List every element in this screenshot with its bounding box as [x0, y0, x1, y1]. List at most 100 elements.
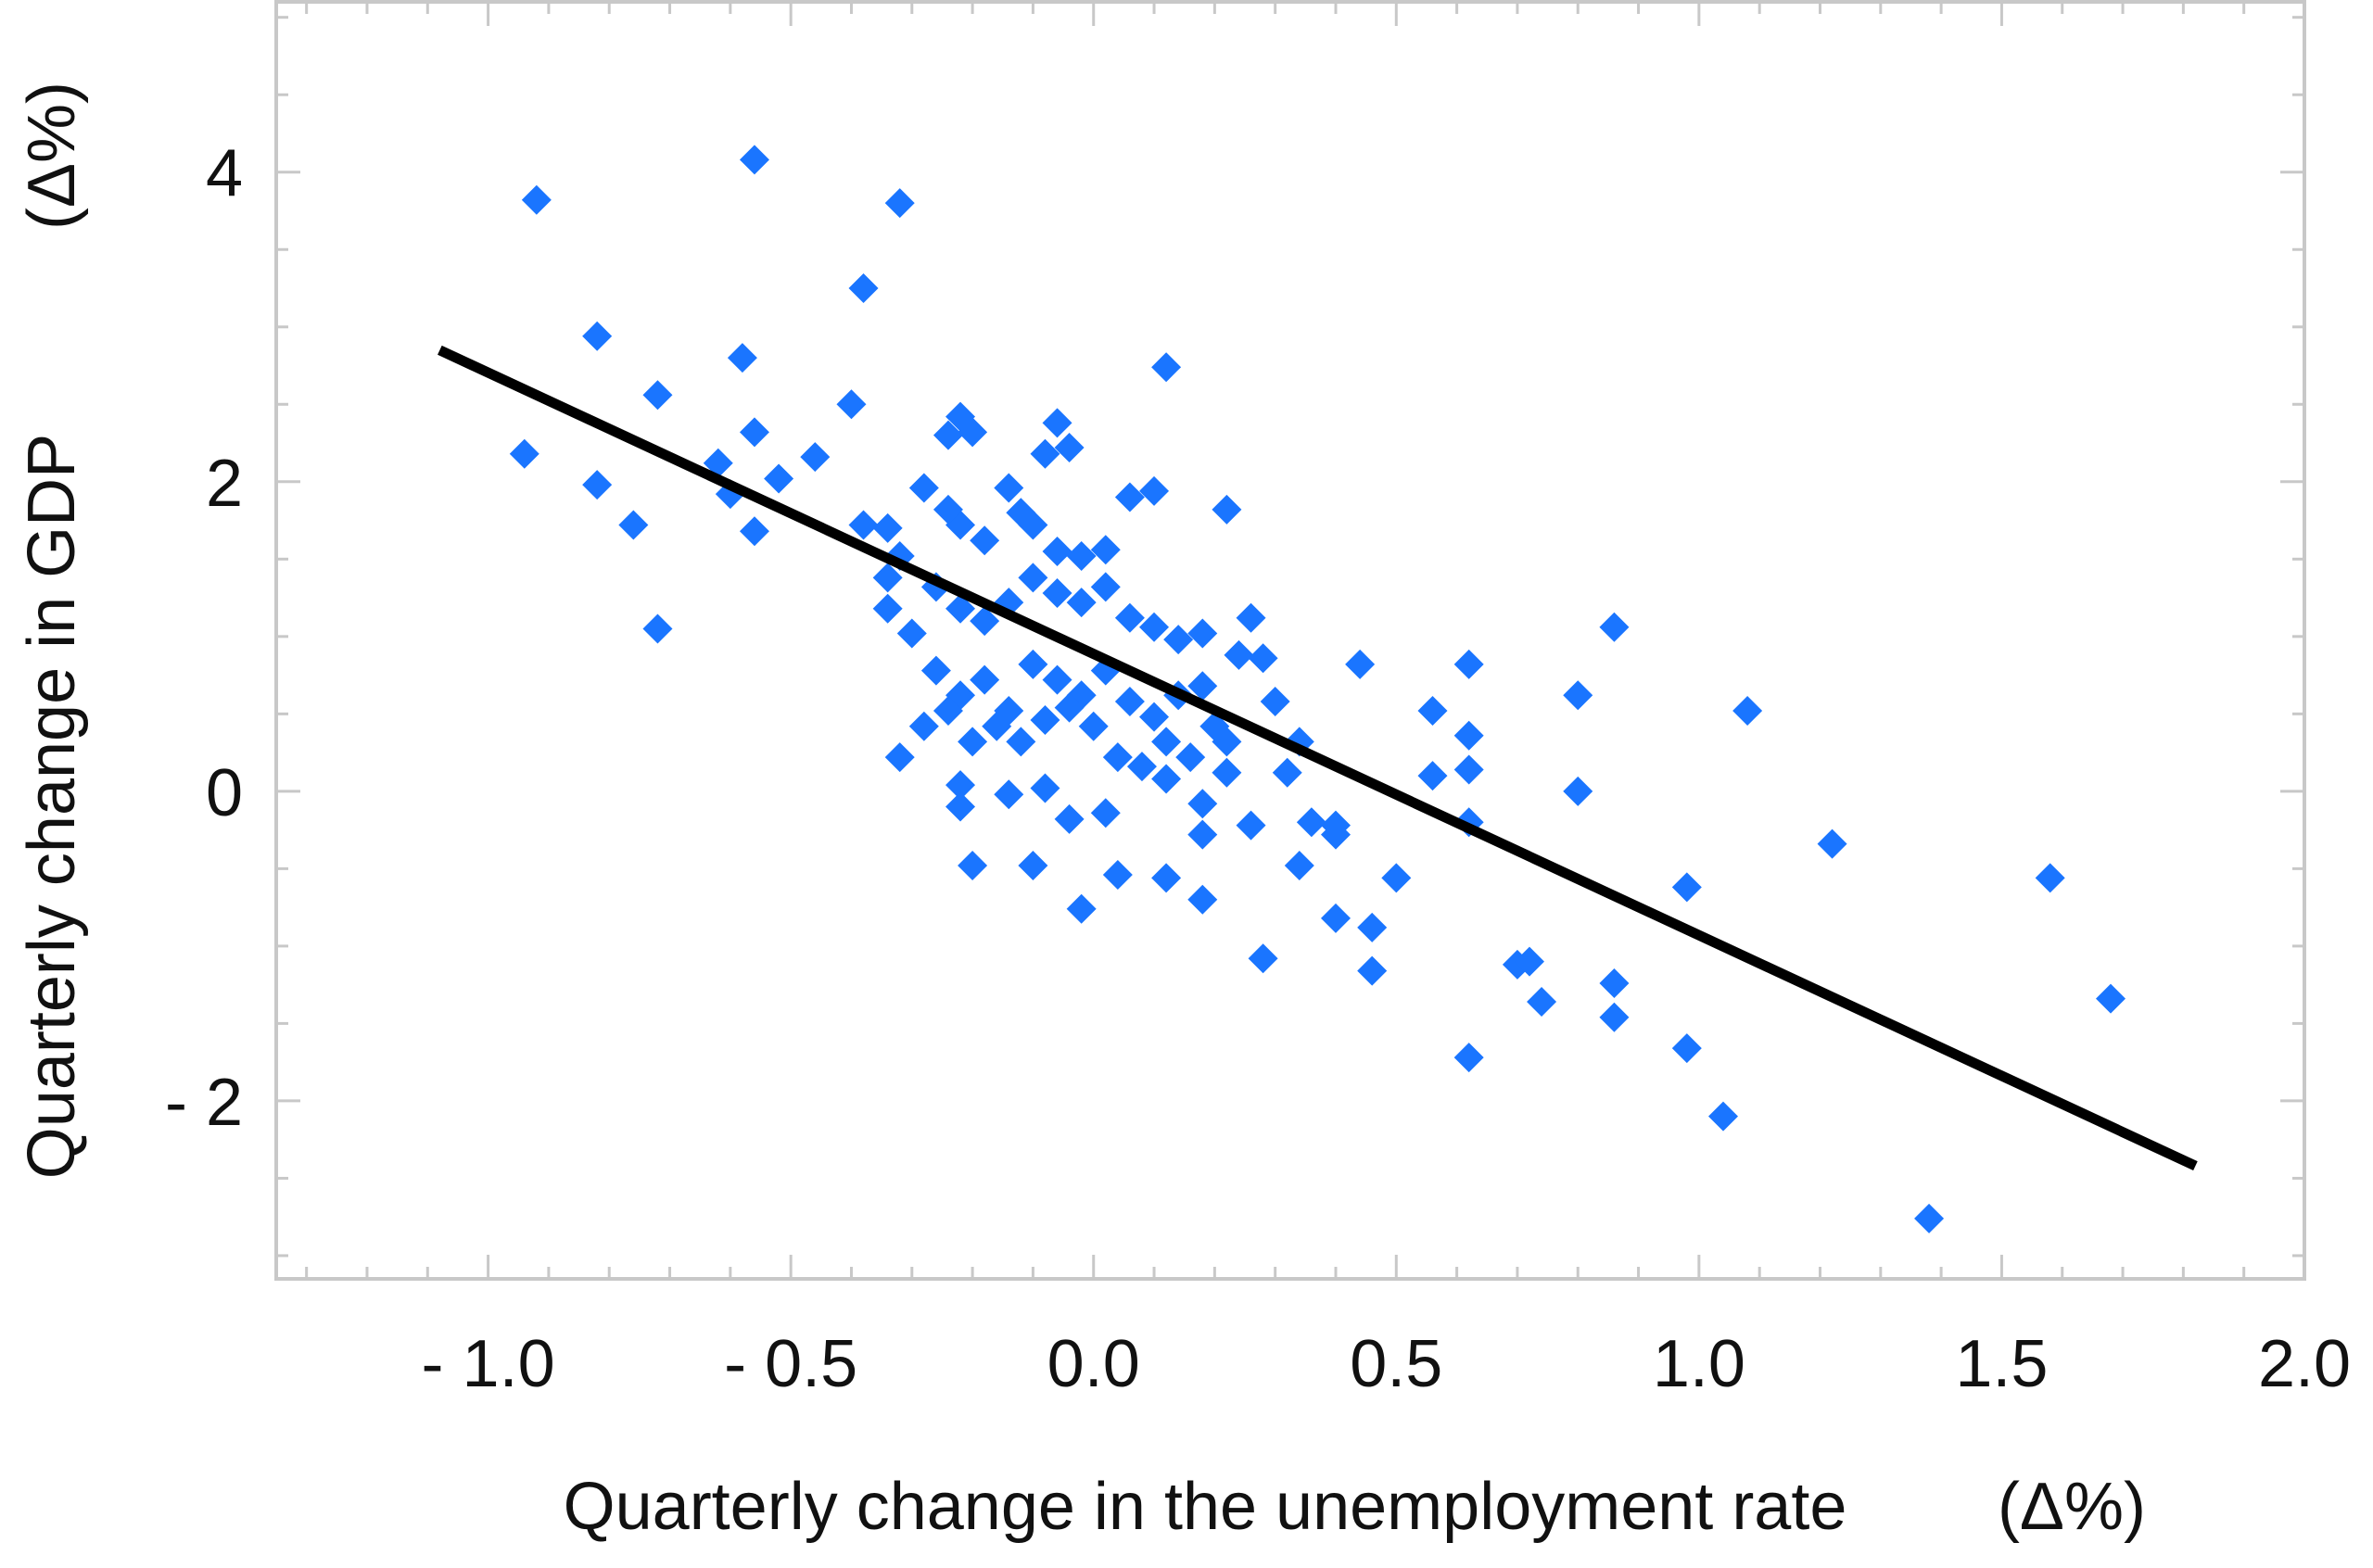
scatter-points — [509, 145, 2126, 1233]
scatter-point — [1671, 1033, 1702, 1064]
scatter-point — [1018, 563, 1048, 593]
scatter-point — [1453, 649, 1484, 679]
x-tick-label: 2.0 — [2258, 1327, 2351, 1401]
scatter-point — [1248, 943, 1278, 974]
scatter-point — [1006, 727, 1036, 757]
scatter-point — [1030, 438, 1060, 469]
x-tick-label: 0.0 — [1047, 1327, 1140, 1401]
scatter-point — [1139, 475, 1170, 506]
scatter-point — [1453, 720, 1484, 751]
x-axis-unit: (Δ%) — [1998, 1470, 2146, 1544]
scatter-point — [945, 510, 976, 540]
x-tick-label: 1.0 — [1653, 1327, 1745, 1401]
scatter-point — [884, 742, 915, 773]
y-tick-label: 2 — [206, 447, 243, 521]
scatter-point — [509, 438, 539, 469]
scatter-point — [933, 420, 963, 450]
scatter-point — [1066, 893, 1097, 924]
scatter-point — [1114, 602, 1145, 633]
scatter-point — [1018, 510, 1048, 540]
scatter-point — [1042, 536, 1072, 566]
scatter-point — [982, 711, 1012, 741]
scatter-point — [1090, 798, 1121, 828]
scatter-point — [1599, 1002, 1630, 1032]
scatter-point — [1260, 686, 1290, 716]
y-tick-label: - 2 — [165, 1066, 243, 1140]
scatter-point — [1114, 686, 1145, 716]
scatter-point — [1563, 680, 1593, 711]
scatter-point — [1599, 967, 1630, 998]
y-tick-label: 4 — [206, 137, 243, 211]
scatter-point — [1102, 742, 1133, 773]
scatter-point — [1030, 705, 1060, 736]
scatter-point — [1030, 773, 1060, 803]
scatter-point — [884, 188, 915, 219]
regression-line — [438, 345, 2198, 1171]
scatter-point — [1187, 884, 1218, 915]
scatter-point — [1018, 649, 1048, 679]
y-tick-labels: - 2 0 2 4 — [165, 137, 243, 1140]
scatter-point — [994, 779, 1024, 810]
scatter-point — [1272, 757, 1302, 788]
scatter-point — [1042, 664, 1072, 695]
scatter-point — [836, 389, 867, 420]
scatter-point — [1357, 912, 1388, 942]
scatter-point — [1453, 1043, 1484, 1073]
scatter-point — [896, 618, 927, 649]
scatter-point — [1236, 810, 1266, 841]
scatter-point — [1671, 872, 1702, 903]
scatter-point — [958, 727, 988, 757]
scatter-point — [582, 470, 613, 500]
scatter-point — [1175, 742, 1206, 773]
scatter-point — [739, 145, 769, 175]
scatter-point — [994, 473, 1024, 503]
scatter-point — [739, 417, 769, 448]
scatter-point — [1212, 494, 1242, 525]
scatter-point — [933, 695, 963, 726]
scatter-point — [1320, 903, 1351, 933]
scatter-point — [2095, 983, 2126, 1014]
scatter-point — [1563, 776, 1593, 806]
scatter-point — [1054, 433, 1085, 463]
scatter-point — [1126, 752, 1157, 782]
scatter-point — [1139, 612, 1170, 642]
scatter-point — [1453, 754, 1484, 785]
scatter-point — [1114, 482, 1145, 512]
scatter-point — [908, 473, 939, 503]
scatter-point — [970, 664, 1000, 695]
scatter-point — [582, 321, 613, 351]
scatter-point — [1248, 643, 1278, 674]
scatter-point — [1357, 955, 1388, 986]
scatter-point — [642, 380, 673, 411]
y-axis-unit: (Δ%) — [15, 82, 89, 230]
scatter-point — [1151, 863, 1182, 893]
x-tick-label: - 0.5 — [724, 1327, 857, 1401]
scatter-point — [1914, 1203, 1945, 1233]
scatter-point — [945, 680, 976, 711]
axis-ticks — [276, 2, 2306, 1279]
scatter-point — [1151, 727, 1182, 757]
scatter-point — [1212, 727, 1242, 757]
scatter-point — [1527, 987, 1557, 1018]
scatter-point — [1018, 851, 1048, 881]
scatter-point — [945, 770, 976, 801]
scatter-point — [970, 606, 1000, 637]
scatter-point — [1212, 757, 1242, 788]
scatter-point — [945, 791, 976, 822]
scatter-point — [1732, 695, 1763, 726]
scatter-point — [521, 184, 552, 215]
scatter-point — [872, 512, 903, 543]
scatter-point — [1296, 807, 1326, 838]
scatter-point — [958, 417, 988, 448]
scatter-point — [1187, 819, 1218, 850]
scatter-point — [1090, 572, 1121, 602]
scatter-point — [958, 851, 988, 881]
scatter-point — [1417, 761, 1448, 791]
scatter-point — [1054, 692, 1085, 723]
x-tick-label: 0.5 — [1350, 1327, 1442, 1401]
scatter-point — [1139, 702, 1170, 732]
scatter-point — [764, 463, 794, 494]
scatter-point — [970, 525, 1000, 556]
scatter-point — [1151, 764, 1182, 794]
scatter-point — [642, 613, 673, 644]
